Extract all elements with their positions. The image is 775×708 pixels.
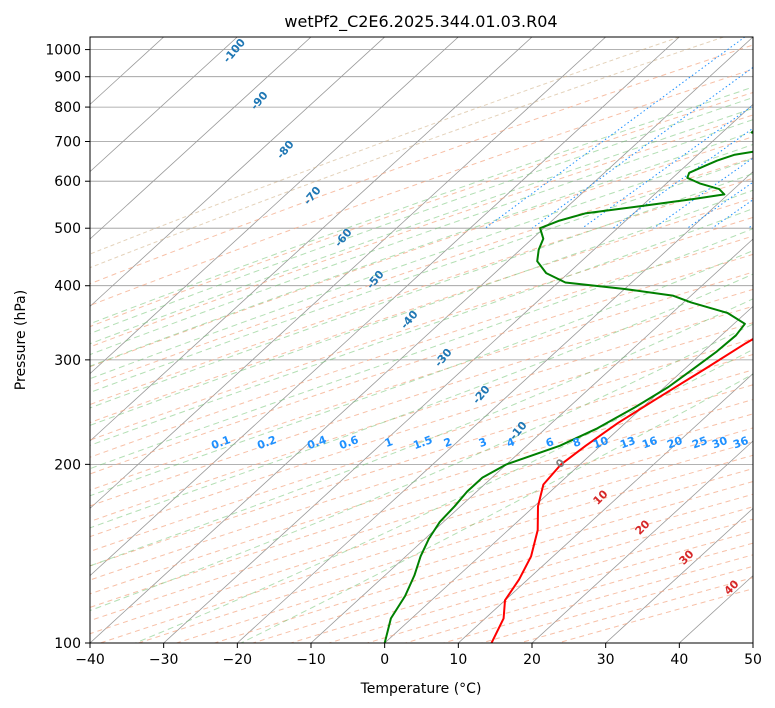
x-tick-label: 0 bbox=[380, 652, 389, 668]
y-tick-label: 900 bbox=[54, 70, 81, 86]
dry-adiabat-line bbox=[90, 114, 753, 348]
isotherm-line bbox=[90, 37, 533, 442]
x-axis-label: Temperature (°C) bbox=[360, 681, 482, 697]
isotherm-line bbox=[90, 37, 238, 173]
moist-adiabat-line bbox=[90, 323, 753, 612]
isotherm-line bbox=[90, 37, 753, 643]
isotherm-line bbox=[531, 440, 753, 643]
y-tick-label: 300 bbox=[54, 353, 81, 369]
x-tick-label: 20 bbox=[523, 652, 541, 668]
dry-adiabat-line bbox=[90, 384, 753, 595]
mixing-ratio-label: 10 bbox=[591, 434, 610, 452]
mixing-ratio-label: 36 bbox=[731, 434, 750, 452]
moist-adiabat-line bbox=[90, 208, 753, 446]
background-lines bbox=[90, 37, 753, 643]
isotherm-line bbox=[384, 305, 753, 643]
x-tick-label: 40 bbox=[670, 652, 688, 668]
mixing-ratio-label: 0.2 bbox=[255, 433, 278, 452]
moist-adiabat-line bbox=[90, 119, 753, 356]
y-tick-label: 500 bbox=[54, 221, 81, 237]
x-tick-label: −20 bbox=[223, 652, 253, 668]
mixing-ratio-label: 13 bbox=[618, 434, 637, 451]
dry-adiabat-line bbox=[90, 68, 753, 307]
isotherm-line bbox=[458, 373, 753, 643]
mixing-ratio-line bbox=[485, 37, 746, 229]
moist-adiabat-line bbox=[90, 173, 753, 409]
y-tick-label: 200 bbox=[54, 457, 81, 473]
dry-adiabat-line bbox=[90, 136, 753, 368]
mixing-ratio-label: 20 bbox=[665, 434, 684, 452]
series-group bbox=[383, 129, 753, 643]
mixing-ratio-label: 1.5 bbox=[411, 433, 434, 452]
isotherm-line bbox=[90, 37, 680, 577]
dry-adiabat-line bbox=[90, 253, 753, 475]
x-tick-label: −40 bbox=[75, 652, 105, 668]
dry-adiabat-line bbox=[90, 235, 753, 458]
x-tick-label: 10 bbox=[449, 652, 467, 668]
dry-adiabat-line bbox=[90, 197, 753, 424]
mixing-ratio-label: 3 bbox=[477, 435, 489, 450]
dry-adiabat-line bbox=[90, 305, 753, 523]
y-tick-label: 400 bbox=[54, 279, 81, 295]
mixing-ratio-label: 2 bbox=[442, 435, 454, 450]
reference-curve bbox=[90, 37, 680, 255]
isotherm-line bbox=[90, 37, 459, 375]
y-axis-label: Pressure (hPa) bbox=[13, 290, 29, 390]
mixing-ratio-label: 6 bbox=[544, 435, 556, 450]
isotherm-line bbox=[90, 37, 385, 307]
dry-adiabat-line bbox=[90, 353, 753, 567]
mixing-ratio-label: 16 bbox=[640, 434, 659, 452]
y-tick-label: 600 bbox=[54, 174, 81, 190]
isotherm-line bbox=[237, 171, 753, 643]
y-axis-ticks: 100 200 300 400 500 600 700 800 900 1000 bbox=[45, 43, 90, 652]
isotherm-line bbox=[163, 103, 753, 643]
mixing-ratio-label: 25 bbox=[690, 434, 709, 451]
dewpoint-profile-line bbox=[383, 129, 753, 643]
mixing-ratio-label: 1 bbox=[383, 435, 395, 450]
isotherm-line bbox=[605, 507, 753, 643]
reference-curve bbox=[90, 37, 724, 269]
y-tick-label: 700 bbox=[54, 134, 81, 150]
x-tick-label: 50 bbox=[744, 652, 762, 668]
mixing-ratio-label: 8 bbox=[571, 435, 583, 450]
mixing-ratio-label: 0.6 bbox=[337, 433, 360, 452]
mixing-ratio-label: 0.4 bbox=[305, 433, 328, 452]
x-tick-label: −10 bbox=[296, 652, 326, 668]
moist-adiabat-line bbox=[240, 373, 753, 643]
chart-title: wetPf2_C2E6.2025.344.01.03.R04 bbox=[284, 12, 557, 32]
y-tick-label: 800 bbox=[54, 100, 81, 116]
moist-adiabat-line bbox=[90, 250, 753, 497]
dry-adiabat-line bbox=[90, 288, 753, 507]
mixing-ratio-label: 30 bbox=[710, 434, 729, 452]
dry-adiabat-line bbox=[90, 338, 753, 552]
moist-adiabat-line bbox=[90, 273, 753, 529]
mixing-ratio-line bbox=[531, 66, 753, 229]
x-tick-label: −30 bbox=[149, 652, 179, 668]
temperature-profile-line bbox=[490, 337, 753, 643]
x-tick-label: 30 bbox=[597, 652, 615, 668]
mixing-ratio-label: 0.1 bbox=[209, 433, 232, 452]
dry-adiabat-line bbox=[90, 44, 753, 285]
y-tick-label: 100 bbox=[54, 636, 81, 652]
isotherm-line bbox=[90, 37, 606, 509]
x-axis-ticks: −40 −30 −20 −10 0 10 20 30 40 50 bbox=[75, 643, 762, 668]
mixing-ratio-label: 4 bbox=[505, 435, 517, 450]
plot-frame bbox=[89, 36, 754, 644]
isotherm-line bbox=[90, 37, 312, 240]
y-tick-label: 1000 bbox=[45, 43, 81, 59]
